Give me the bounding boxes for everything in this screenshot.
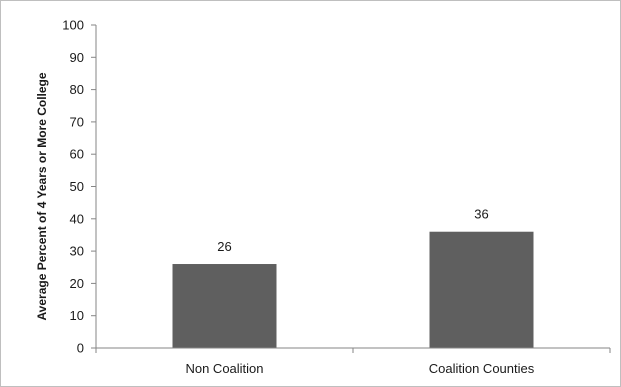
x-category-label: Coalition Counties [429, 361, 535, 376]
y-tick-label: 10 [70, 308, 84, 323]
y-tick-label: 20 [70, 276, 84, 291]
y-tick-label: 100 [62, 18, 84, 33]
bars [172, 231, 534, 348]
bar-value-label: 26 [217, 239, 231, 254]
y-tick-label: 90 [70, 50, 84, 65]
bar [172, 264, 277, 348]
bar [429, 231, 534, 348]
y-tick-label: 0 [77, 341, 84, 356]
x-category-label: Non Coalition [185, 361, 263, 376]
y-tick-label: 40 [70, 211, 84, 226]
y-axis-ticks: 0 10 20 30 40 50 60 70 80 90 100 [62, 18, 96, 356]
y-tick-label: 80 [70, 82, 84, 97]
y-tick-label: 60 [70, 147, 84, 162]
x-axis-categories: Non Coalition Coalition Counties [95, 348, 611, 376]
y-tick-label: 30 [70, 244, 84, 259]
y-tick-label: 70 [70, 114, 84, 129]
data-labels: 26 36 [217, 207, 488, 254]
bar-value-label: 36 [474, 207, 488, 222]
y-tick-label: 50 [70, 179, 84, 194]
y-axis-label: Average Percent of 4 Years or More Colle… [35, 72, 49, 320]
